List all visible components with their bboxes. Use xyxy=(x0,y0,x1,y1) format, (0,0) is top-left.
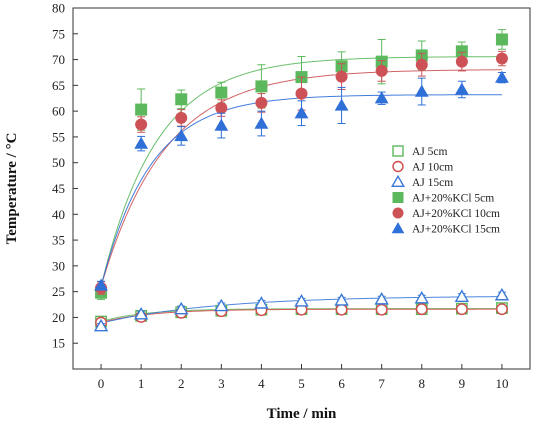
x-tick-label: 0 xyxy=(98,376,105,391)
legend-label-3: AJ+20%KCl 5cm xyxy=(412,193,494,205)
x-axis-title: Time / min xyxy=(267,406,337,422)
y-tick-label: 30 xyxy=(52,258,65,273)
data-point xyxy=(254,116,269,129)
y-tick-label: 15 xyxy=(52,336,65,351)
legend-label-5: AJ+20%KCl 15cm xyxy=(412,224,500,236)
data-point xyxy=(414,290,429,304)
data-point xyxy=(294,294,309,307)
y-tick-label: 80 xyxy=(52,1,65,16)
x-tick-label: 5 xyxy=(298,376,305,391)
legend-label-1: AJ 10cm xyxy=(412,162,453,174)
data-point xyxy=(214,298,229,312)
y-tick-label: 55 xyxy=(52,129,65,144)
data-point xyxy=(495,52,508,65)
y-tick-label: 65 xyxy=(52,78,65,93)
data-point xyxy=(415,58,428,71)
data-point xyxy=(495,70,509,83)
data-point xyxy=(454,289,470,302)
x-tick-label: 10 xyxy=(495,376,508,391)
data-point xyxy=(494,287,510,301)
series-1 xyxy=(95,303,508,329)
y-tick-label: 20 xyxy=(52,310,65,325)
data-point xyxy=(94,278,108,291)
data-point xyxy=(215,102,228,115)
data-point xyxy=(334,293,349,306)
y-axis-title: Temperature / °C xyxy=(4,133,20,245)
data-point xyxy=(496,303,508,316)
data-point xyxy=(174,128,189,142)
data-points xyxy=(93,29,510,332)
data-point xyxy=(415,303,428,316)
x-tick-label: 1 xyxy=(138,376,145,391)
data-point xyxy=(135,118,148,131)
data-point xyxy=(335,70,348,83)
legend-marker-1 xyxy=(392,160,404,173)
legend-marker-0 xyxy=(392,145,404,157)
data-point xyxy=(135,103,148,116)
data-point xyxy=(255,96,268,109)
y-tick-label: 25 xyxy=(52,284,65,299)
legend-label-4: AJ+20%KCl 10cm xyxy=(412,208,500,220)
x-tick-label: 2 xyxy=(178,376,185,391)
data-point xyxy=(215,86,228,99)
legend-marker-5 xyxy=(391,222,405,234)
y-tick-label: 45 xyxy=(52,181,65,196)
data-point xyxy=(495,33,508,46)
x-tick-label: 7 xyxy=(378,376,385,391)
y-tick-label: 70 xyxy=(52,52,65,67)
x-tick-label: 4 xyxy=(258,376,265,391)
data-point xyxy=(455,55,468,68)
data-point xyxy=(295,87,308,100)
data-point xyxy=(334,98,349,111)
legend-label-0: AJ 5cm xyxy=(412,146,448,158)
legend-label-2: AJ 15cm xyxy=(412,177,453,189)
legend-marker-4 xyxy=(392,207,404,219)
data-point xyxy=(175,111,188,124)
data-point xyxy=(455,303,468,316)
data-point xyxy=(93,318,109,332)
data-point xyxy=(175,93,188,106)
data-point xyxy=(375,303,388,316)
x-tick-label: 8 xyxy=(419,376,426,391)
y-tick-label: 50 xyxy=(52,155,65,170)
data-point xyxy=(375,64,388,77)
data-point xyxy=(374,291,389,305)
x-tick-label: 3 xyxy=(218,376,225,391)
legend: AJ 5cm AJ 10cm AJ 15cm AJ+20%KCl 5cm AJ+20%K… xyxy=(391,145,500,236)
data-point xyxy=(214,118,229,131)
x-tick-label: 9 xyxy=(459,376,466,391)
y-tick-label: 35 xyxy=(52,233,65,248)
series-2 xyxy=(93,287,510,332)
legend-marker-2 xyxy=(391,174,405,188)
data-point xyxy=(335,303,348,316)
y-tick-label: 40 xyxy=(52,207,65,222)
y-tick-label: 75 xyxy=(52,26,65,41)
data-point xyxy=(294,106,309,119)
series-5 xyxy=(94,70,509,291)
data-point xyxy=(174,301,189,315)
legend-marker-3 xyxy=(392,192,404,203)
data-point xyxy=(455,45,468,58)
series-4 xyxy=(95,50,508,295)
data-point xyxy=(133,306,149,320)
y-tick-label: 60 xyxy=(52,104,65,119)
data-point xyxy=(414,84,429,97)
data-point xyxy=(255,80,268,93)
data-point xyxy=(254,296,269,309)
data-point xyxy=(374,91,389,104)
data-point xyxy=(134,136,149,149)
x-tick-label: 6 xyxy=(338,376,345,391)
data-point xyxy=(454,82,469,95)
